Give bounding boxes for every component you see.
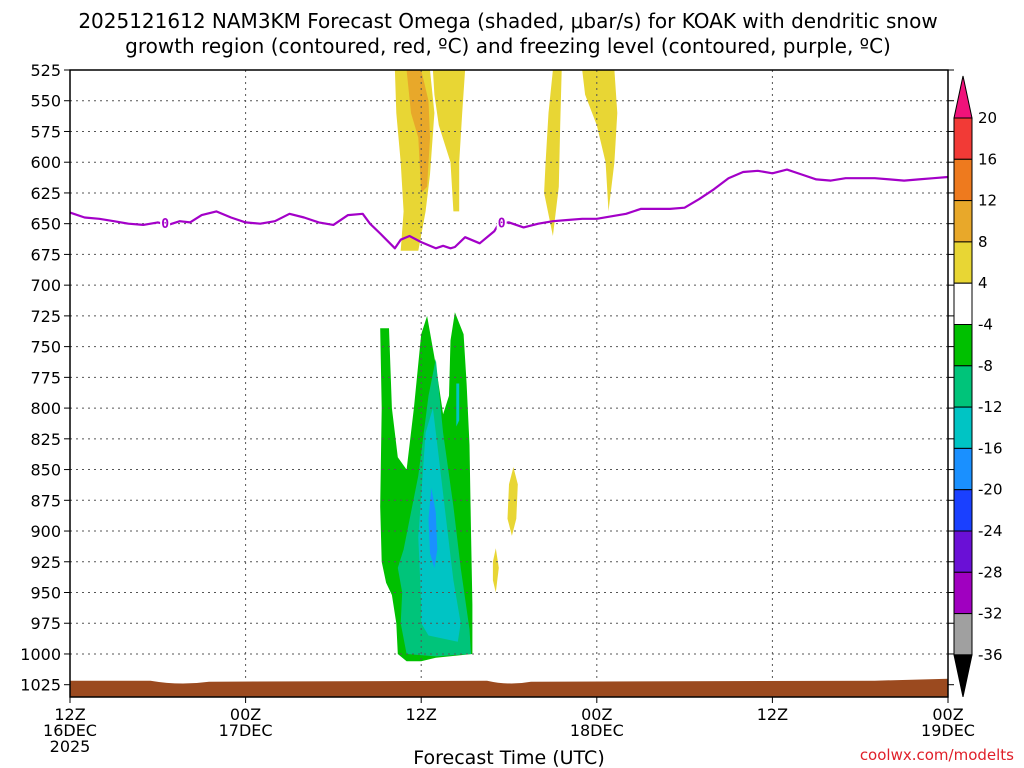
colorbar-swatch-2 — [953, 158, 973, 202]
freezing-level-line — [69, 168, 949, 250]
colorbar-label-8: -16 — [978, 439, 1003, 457]
plot-frame — [69, 69, 949, 698]
freezing-label-bg-0 — [160, 216, 171, 231]
y-tick-label-1025: 1025 — [20, 676, 61, 695]
colorbar-swatch-6 — [953, 324, 973, 367]
omega-region-downdraft-cyan — [418, 408, 461, 642]
y-tick-label-850: 850 — [30, 461, 61, 480]
x-tick-label-0-3: 2025 — [50, 737, 91, 756]
omega-region-updraft-yellow-blob-b — [492, 548, 499, 593]
x-axis-label: Forecast Time (UTC) — [413, 747, 604, 768]
x-tick-label-0-2: 16DEC — [43, 721, 97, 740]
colorbar-swatch-11 — [953, 530, 973, 573]
colorbar-label-3: 8 — [978, 233, 988, 251]
colorbar-swatch-9 — [953, 447, 973, 491]
colorbar-swatch-3 — [953, 200, 973, 243]
omega-region-updraft-yellow-right — [432, 70, 466, 212]
colorbar-label-5: -4 — [978, 316, 993, 334]
colorbar-swatch-10 — [953, 489, 973, 532]
colorbar-label-9: -20 — [978, 481, 1003, 499]
omega-region-downdraft-blue-core — [428, 488, 438, 568]
colorbar-label-1: 16 — [978, 150, 997, 168]
colorbar-label-10: -24 — [978, 522, 1003, 540]
colorbar-label-2: 12 — [978, 192, 997, 210]
omega-region-updraft-yellow-col4 — [582, 70, 618, 212]
colorbar-label-13: -36 — [978, 646, 1003, 664]
colorbar-label-4: 4 — [978, 274, 988, 292]
chart-title-line1: 2025121612 NAM3KM Forecast Omega (shaded… — [78, 9, 937, 33]
x-tick-label-60-2: 19DEC — [921, 721, 975, 740]
colorbar-label-12: -32 — [978, 605, 1003, 623]
x-tick-label-0-1: 12Z — [54, 705, 85, 724]
surface-band — [70, 678, 948, 697]
omega-region-updraft-yellow-col3 — [544, 70, 562, 236]
surface-terrain-band — [70, 678, 948, 697]
y-tick-label-900: 900 — [30, 522, 61, 541]
y-tick-label-975: 975 — [30, 614, 61, 633]
y-tick-label-925: 925 — [30, 553, 61, 572]
colorbar-swatch-1 — [953, 117, 973, 160]
colorbar-swatch-bottom — [953, 654, 973, 698]
colorbar-label-0: 20 — [978, 109, 997, 127]
y-tick-label-775: 775 — [30, 368, 61, 387]
credit-text: coolwx.com/modelts — [860, 746, 1014, 764]
y-tick-label-550: 550 — [30, 92, 61, 111]
colorbar-label-6: -8 — [978, 357, 993, 375]
x-tick-label-36-2: 18DEC — [570, 721, 624, 740]
y-tick-label-950: 950 — [30, 584, 61, 603]
y-tick-label-575: 575 — [30, 122, 61, 141]
y-tick-label-725: 725 — [30, 307, 61, 326]
y-tick-label-700: 700 — [30, 276, 61, 295]
colorbar-label-11: -28 — [978, 563, 1003, 581]
x-tick-label-36-1: 00Z — [581, 705, 612, 724]
x-tick-label-12-1: 00Z — [230, 705, 261, 724]
y-tick-label-525: 525 — [30, 61, 61, 80]
x-tick-label-12-2: 17DEC — [219, 721, 273, 740]
colorbar-swatch-8 — [953, 406, 973, 449]
x-tick-label-48-1: 12Z — [757, 705, 788, 724]
y-tick-label-650: 650 — [30, 215, 61, 234]
y-tick-label-675: 675 — [30, 245, 61, 264]
y-tick-label-750: 750 — [30, 338, 61, 357]
x-tick-label-60-1: 00Z — [932, 705, 963, 724]
y-tick-label-1000: 1000 — [20, 645, 61, 664]
colorbar-swatch-12 — [953, 571, 973, 615]
y-tick-label-825: 825 — [30, 430, 61, 449]
omega-shaded-regions — [380, 70, 618, 662]
colorbar-swatch-4 — [953, 241, 973, 284]
y-tick-label-625: 625 — [30, 184, 61, 203]
freezing-label-bg-1 — [496, 215, 507, 230]
omega-region-updraft-yellow-blob-a — [507, 467, 518, 536]
colorbar-swatch-5 — [953, 282, 973, 326]
chart-title-line2: growth region (contoured, red, ºC) and f… — [125, 34, 891, 58]
colorbar-swatch-7 — [953, 365, 973, 408]
colorbar: 20 16 12 8 4 -4 -8 -12 -16 -20 -24 -28 -32 -36 — [953, 75, 1003, 698]
x-tick-label-24-1: 12Z — [406, 705, 437, 724]
colorbar-swatch-13 — [953, 613, 973, 656]
y-tick-label-600: 600 — [30, 153, 61, 172]
y-axis: 525 550 575 600 625 650 675 700 725 750 775 800 825 8… — [20, 61, 954, 695]
freezing-level-label-0: 0 — [161, 217, 169, 232]
y-tick-label-875: 875 — [30, 491, 61, 510]
freezing-level-label-1: 0 — [498, 216, 506, 231]
y-tick-label-800: 800 — [30, 399, 61, 418]
omega-region-downdraft-cyan-streak — [456, 383, 460, 427]
colorbar-label-7: -12 — [978, 398, 1003, 416]
